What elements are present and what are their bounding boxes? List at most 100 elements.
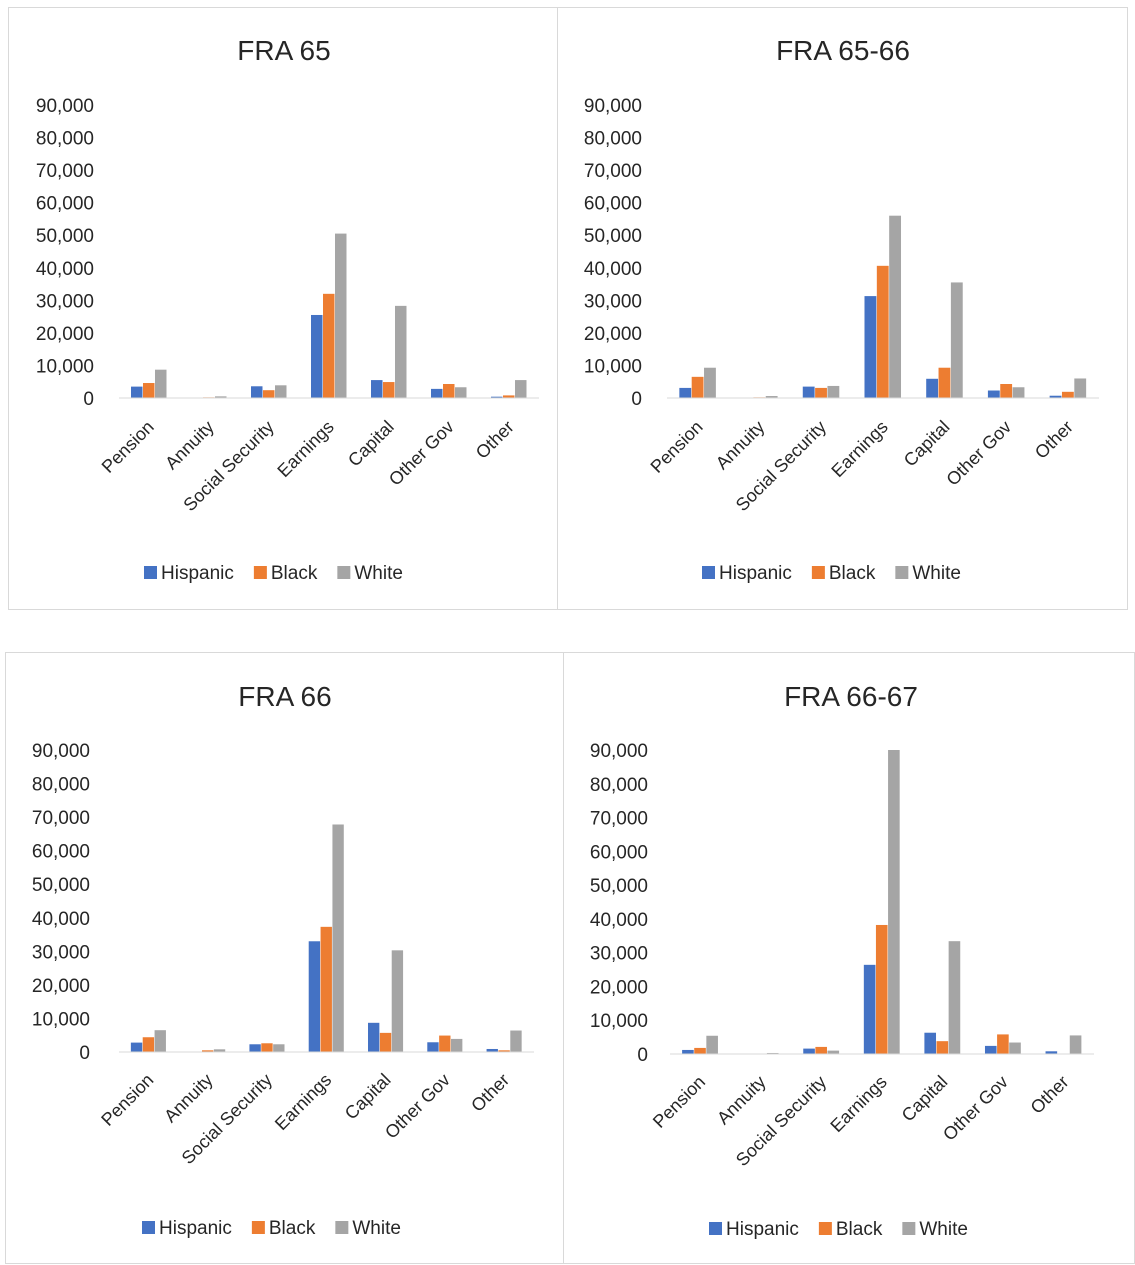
- bar-white-other: [1069, 1035, 1082, 1054]
- bar-hispanic-earnings: [308, 941, 321, 1052]
- bar-hispanic-other: [1045, 1051, 1058, 1054]
- legend-label-white: White: [352, 1218, 401, 1239]
- bar-hispanic-other-gov: [984, 1045, 997, 1054]
- y-tick-label: 70,000: [36, 161, 94, 182]
- bar-black-social-security: [815, 387, 827, 398]
- category-label-other-gov: Other Gov: [939, 1072, 1012, 1145]
- bar-black-other: [498, 1050, 510, 1052]
- bar-black-social-security: [261, 1043, 273, 1052]
- bar-hispanic-social-security: [249, 1044, 261, 1052]
- bar-black-other-gov: [997, 1034, 1009, 1054]
- bar-black-pension: [143, 383, 155, 398]
- bar-white-pension: [154, 1030, 166, 1052]
- category-label-other-gov: Other Gov: [385, 417, 458, 490]
- bar-black-capital: [383, 382, 395, 398]
- y-tick-label: 50,000: [36, 226, 94, 247]
- y-tick-label: 40,000: [32, 909, 90, 930]
- bar-black-social-security: [263, 390, 275, 398]
- bar-black-pension: [691, 376, 704, 398]
- bar-hispanic-other: [486, 1048, 498, 1052]
- bar-white-other: [1074, 378, 1087, 398]
- bar-black-pension: [142, 1037, 155, 1052]
- y-tick-label: 60,000: [36, 194, 94, 215]
- y-tick-label: 70,000: [590, 809, 648, 830]
- bar-white-pension: [704, 367, 716, 398]
- legend-swatch-hispanic: [702, 566, 715, 579]
- bar-hispanic-social-security: [803, 1048, 815, 1054]
- y-tick-label: 50,000: [590, 876, 648, 897]
- bar-hispanic-capital: [924, 1032, 937, 1054]
- bar-hispanic-pension: [682, 1049, 694, 1054]
- bar-black-capital: [938, 367, 951, 398]
- y-tick-label: 50,000: [584, 226, 642, 247]
- y-tick-label: 10,000: [584, 356, 642, 377]
- category-label-capital: Capital: [341, 1070, 395, 1124]
- bar-black-pension: [694, 1047, 706, 1054]
- bar-white-social-security: [827, 1050, 840, 1054]
- category-label-capital: Capital: [900, 417, 954, 471]
- y-tick-label: 0: [79, 1043, 90, 1064]
- bar-hispanic-earnings: [311, 314, 323, 398]
- bar-white-other: [515, 380, 527, 398]
- legend-label-white: White: [919, 1219, 968, 1240]
- y-tick-label: 40,000: [584, 259, 642, 280]
- bar-black-other-gov: [1000, 384, 1013, 398]
- bar-black-earnings: [875, 924, 888, 1054]
- legend-swatch-white: [902, 1222, 916, 1235]
- y-tick-label: 10,000: [590, 1011, 648, 1032]
- bar-chart-fra-66-67: FRA 66-67 90,000 80,000 70,000 60,000 50,000 4…: [590, 681, 1094, 1240]
- bar-hispanic-pension: [130, 1042, 143, 1052]
- y-tick-label: 20,000: [32, 976, 90, 997]
- chart-title: FRA 65: [237, 35, 330, 66]
- legend-swatch-black: [811, 566, 825, 579]
- y-tick-label: 0: [637, 1045, 648, 1066]
- y-tick-label: 30,000: [584, 291, 642, 312]
- bar-white-annuity: [213, 1049, 226, 1052]
- bar-white-earnings: [888, 750, 900, 1054]
- y-tick-label: 30,000: [32, 942, 90, 963]
- bar-white-annuity: [766, 1052, 779, 1054]
- y-tick-label: 80,000: [584, 129, 642, 150]
- y-tick-label: 30,000: [36, 291, 94, 312]
- bar-hispanic-pension: [679, 387, 692, 398]
- legend-label-hispanic: Hispanic: [726, 1219, 799, 1240]
- y-tick-label: 60,000: [590, 842, 648, 863]
- legend-swatch-white: [895, 566, 909, 579]
- y-tick-label: 10,000: [36, 356, 94, 377]
- bar-white-capital: [391, 950, 404, 1052]
- legend: Hispanic Black White: [144, 563, 403, 584]
- legend-label-black: Black: [829, 563, 876, 584]
- bar-black-annuity: [202, 1050, 214, 1052]
- bar-white-annuity: [765, 396, 778, 398]
- bar-black-capital: [936, 1041, 949, 1054]
- bar-hispanic-capital: [371, 380, 383, 398]
- bar-hispanic-capital: [368, 1022, 380, 1052]
- category-label-capital: Capital: [344, 417, 398, 471]
- legend: Hispanic Black White: [702, 563, 961, 584]
- y-tick-label: 30,000: [590, 944, 648, 965]
- bar-hispanic-social-security: [802, 386, 815, 398]
- legend-label-black: Black: [836, 1219, 883, 1240]
- legend-label-black: Black: [271, 563, 318, 584]
- bar-black-earnings: [323, 293, 335, 398]
- y-tick-label: 60,000: [584, 194, 642, 215]
- legend-label-white: White: [912, 563, 961, 584]
- bar-white-capital: [395, 305, 407, 398]
- chart-title: FRA 65-66: [776, 35, 910, 66]
- category-label-earnings: Earnings: [827, 417, 891, 481]
- category-label-pension: Pension: [98, 417, 158, 477]
- legend-label-hispanic: Hispanic: [159, 1218, 232, 1239]
- legend-swatch-hispanic: [144, 566, 157, 579]
- y-tick-label: 70,000: [584, 161, 642, 182]
- y-tick-label: 90,000: [590, 741, 648, 762]
- bar-white-earnings: [332, 824, 344, 1052]
- chart-panel-fra-66-67: FRA 66-67 90,000 80,000 70,000 60,000 50,000 4…: [563, 652, 1135, 1264]
- bar-black-other: [1061, 391, 1074, 398]
- category-label-pension: Pension: [97, 1070, 157, 1130]
- bar-black-capital: [379, 1032, 392, 1052]
- legend-label-hispanic: Hispanic: [161, 563, 234, 584]
- legend-label-white: White: [354, 563, 403, 584]
- category-label-pension: Pension: [649, 1072, 709, 1132]
- chart-panel-fra-65: FRA 65 90,000 80,000 70,000 60,000 50,000 40,0…: [8, 7, 558, 610]
- bar-white-pension: [155, 369, 167, 398]
